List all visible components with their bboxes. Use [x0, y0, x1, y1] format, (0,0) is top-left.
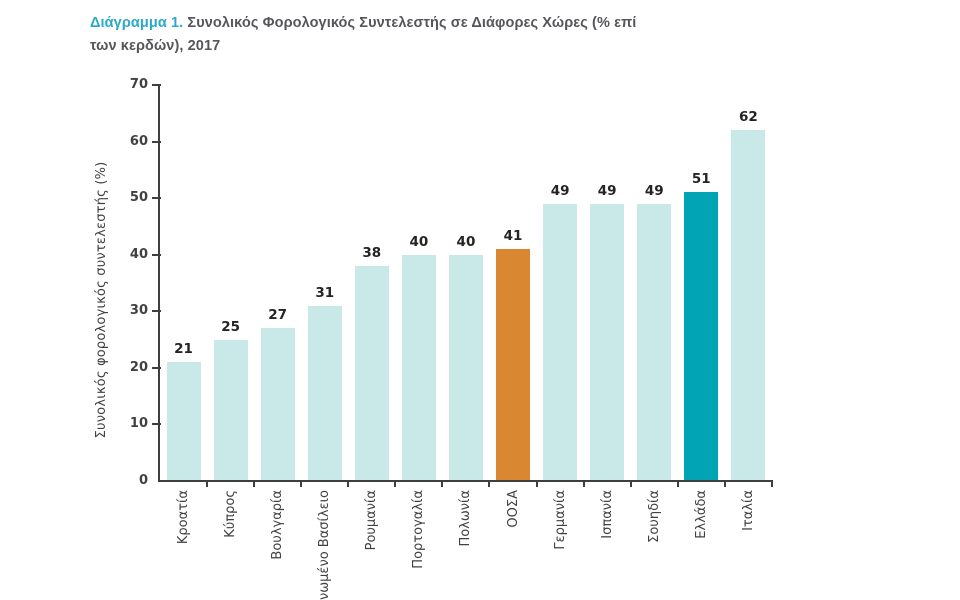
- y-tick-mark: [152, 140, 161, 143]
- bar-ΟΟΣΑ: [496, 249, 531, 480]
- bar-value-label: 49: [644, 183, 664, 199]
- x-tick-mark: [347, 482, 350, 487]
- y-tick-mark: [152, 253, 161, 256]
- y-tick-label: 60: [129, 133, 148, 149]
- x-category-label: Ρουμανία: [364, 490, 380, 551]
- bar-value-label: 51: [691, 171, 711, 187]
- x-tick-mark: [676, 482, 679, 487]
- bar-Ρουμανία: [354, 266, 389, 480]
- bar-value-label: 40: [409, 234, 429, 250]
- x-category-label: Σουηδία: [646, 490, 662, 543]
- y-tick-mark: [152, 423, 161, 426]
- x-tick-mark: [253, 482, 256, 487]
- bar-Βουλγαρία: [260, 328, 295, 480]
- bar-Ιταλία: [731, 130, 766, 480]
- y-tick-label: 40: [129, 246, 148, 262]
- x-category-label: Ισπανία: [599, 490, 615, 539]
- y-tick-mark: [152, 366, 161, 369]
- x-tick-mark: [488, 482, 491, 487]
- bar-value-label: 21: [174, 341, 193, 357]
- y-tick-label: 50: [129, 190, 148, 206]
- bar-Πολωνία: [448, 255, 483, 480]
- x-category-label: Ελλάδα: [693, 490, 709, 539]
- bar-value-label: 38: [362, 245, 382, 261]
- x-category-label: Πορτογαλία: [411, 490, 427, 569]
- y-axis: [158, 84, 160, 482]
- bar-value-label: 49: [550, 183, 570, 199]
- chart-title: Διάγραμμα 1. Συνολικός Φορολογικός Συντε…: [90, 12, 690, 58]
- y-tick-mark: [152, 84, 161, 86]
- y-tick-label: 20: [129, 359, 148, 375]
- bar-value-label: 49: [597, 183, 617, 199]
- y-tick-label: 0: [138, 473, 148, 488]
- x-category-label: Βουλγαρία: [270, 490, 286, 560]
- bar-Ελλάδα: [684, 192, 719, 480]
- chart-title-number: Διάγραμμα 1.: [90, 15, 184, 31]
- bar-value-label: 31: [315, 285, 335, 301]
- x-tick-mark: [300, 482, 303, 487]
- x-tick-mark: [723, 482, 726, 487]
- bar-Σουηδία: [637, 204, 672, 480]
- bar-Κροατία: [166, 362, 201, 480]
- bar-Πορτογαλία: [401, 255, 436, 480]
- y-tick-label: 70: [129, 77, 148, 92]
- x-tick-mark: [582, 482, 585, 487]
- x-category-label: Ιταλία: [740, 490, 756, 531]
- x-category-label: ΟΟΣΑ: [505, 490, 521, 528]
- bar-value-label: 27: [268, 307, 288, 323]
- chart-title-text: Συνολικός Φορολογικός Συντελεστής σε Διά…: [183, 15, 637, 31]
- x-axis: [158, 480, 773, 482]
- x-tick-mark: [206, 482, 209, 487]
- x-category-label: Ηνωμένο Βασίλειο: [317, 490, 333, 600]
- x-tick-mark: [535, 482, 538, 487]
- x-tick-mark: [441, 482, 444, 487]
- chart-title-line2: των κερδών), 2017: [90, 38, 221, 54]
- x-tick-mark: [394, 482, 397, 487]
- bar-value-label: 41: [503, 228, 523, 244]
- bar-Κύπρος: [213, 340, 248, 480]
- bar-value-label: 25: [221, 319, 240, 335]
- x-category-label: Πολωνία: [458, 490, 474, 547]
- bar-value-label: 62: [738, 109, 758, 125]
- y-tick-label: 30: [129, 303, 148, 319]
- bar-Γερμανία: [543, 204, 578, 480]
- x-category-label: Κροατία: [176, 490, 192, 545]
- x-category-label: Γερμανία: [552, 490, 568, 550]
- y-tick-label: 10: [129, 416, 148, 432]
- bar-Ισπανία: [590, 204, 625, 480]
- bar-value-label: 40: [456, 234, 476, 250]
- x-tick-mark: [629, 482, 632, 487]
- y-axis-title: Συνολικός φορολογικός συντελεστής (%): [94, 161, 109, 439]
- x-category-label: Κύπρος: [223, 490, 239, 538]
- y-tick-mark: [152, 310, 161, 313]
- x-tick-mark: [770, 482, 773, 487]
- y-tick-mark: [152, 197, 161, 200]
- bar-Ηνωμένο Βασίλειο: [307, 306, 342, 480]
